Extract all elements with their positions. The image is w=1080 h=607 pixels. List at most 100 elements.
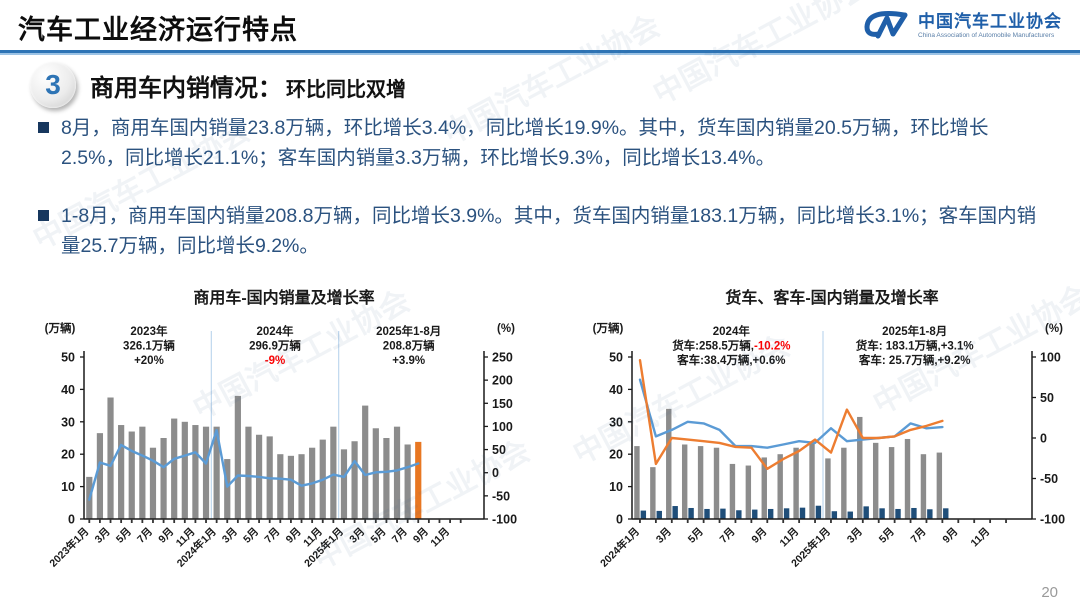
bar: [192, 425, 199, 519]
left-axis-tick-label: 10: [61, 480, 75, 494]
bar: [911, 507, 917, 519]
bar: [809, 442, 815, 519]
right-axis-tick-label: 200: [492, 374, 513, 388]
bar: [825, 458, 831, 519]
bar: [666, 408, 672, 519]
x-tick-label: 3月: [220, 526, 240, 546]
bar: [107, 397, 114, 519]
right-axis-tick-label: 50: [1040, 391, 1054, 405]
bar: [383, 438, 390, 519]
bar: [863, 506, 869, 519]
right-axis-tick-label: -50: [1040, 472, 1058, 486]
bar: [799, 507, 806, 519]
bar: [393, 426, 401, 519]
watermark-text: 中国汽车工业协会: [647, 0, 876, 111]
caam-logo-subtitle: China Association of Automobile Manufact…: [918, 31, 1055, 39]
bar: [847, 511, 853, 519]
header-divider: [0, 50, 1080, 55]
bar-series: [634, 408, 943, 519]
bar: [767, 508, 774, 519]
x-tick-label: 5月: [877, 526, 897, 546]
bar: [783, 508, 790, 519]
annotation-line: 326.1万辆: [123, 339, 175, 353]
right-axis-tick-label: 0: [492, 466, 499, 480]
growth-line: [638, 358, 944, 471]
bar: [831, 511, 838, 519]
bullet-text: 8月，商用车国内销量23.8万辆，环比增长3.4%，同比增长19.9%。其中，货…: [61, 117, 989, 170]
x-tick-label: 7月: [390, 526, 410, 546]
bar: [879, 508, 885, 519]
x-tick-label: 3月: [845, 526, 865, 546]
caam-logo-text: 中国汽车工业协会 China Association of Automobile…: [918, 12, 1062, 40]
caam-logo: 中国汽车工业协会 China Association of Automobile…: [858, 8, 1062, 44]
year-separator-lines: [210, 331, 340, 519]
x-tick-label: 5月: [114, 526, 134, 546]
chart-title: 商用车-国内销量及增长率: [193, 288, 374, 307]
page-number: 20: [1041, 584, 1058, 601]
left-axis-tick-label: 0: [68, 513, 75, 527]
bar: [330, 426, 337, 519]
annotation-line: 2024年: [256, 324, 294, 338]
right-axis-tick-label: -50: [492, 489, 510, 503]
bar: [936, 452, 943, 519]
page-title: 汽车工业经济运行特点: [18, 15, 298, 45]
bar-series: [86, 395, 422, 519]
x-tick-label: 5月: [241, 526, 261, 546]
caam-logo-mark-icon: [864, 11, 908, 39]
bullet-square-icon: [38, 210, 49, 221]
bar: [213, 426, 220, 519]
bar: [404, 444, 411, 519]
annotation-line: +3.9%: [392, 355, 425, 367]
section-title: 商用车内销情况：: [90, 74, 282, 102]
x-tick-label: 11月: [428, 526, 452, 550]
x-tick-label: 2023年1月: [47, 525, 92, 570]
bar: [202, 426, 210, 519]
right-axis-tick-label: 150: [492, 397, 513, 411]
annotation-line: -9%: [265, 355, 285, 367]
left-axis-tick-label: 50: [609, 351, 623, 365]
x-tick-label: 9月: [284, 526, 304, 546]
annotation-line: 296.9万辆: [249, 339, 301, 353]
bar: [943, 508, 949, 519]
bar: [777, 454, 783, 519]
bar: [681, 444, 688, 519]
left-axis-tick-label: 50: [61, 351, 75, 365]
x-tick-label: 3月: [93, 526, 113, 546]
bar: [815, 505, 822, 519]
annotation-line: 货车:258.5万辆,-10.2%: [671, 339, 790, 353]
x-tick-label: 9月: [940, 526, 960, 546]
bar: [672, 506, 678, 519]
left-axis-tick-label: 10: [609, 480, 623, 494]
bar: [920, 454, 927, 519]
bar: [704, 508, 710, 519]
right-axis-unit: (%): [1045, 323, 1063, 335]
x-tick-label: 9月: [749, 526, 769, 546]
left-axis-tick-label: 30: [609, 415, 623, 429]
bar: [752, 509, 758, 519]
axes: 0 10 20 30 40 50 -100 -50 0 50 100 150 200 250: [61, 351, 517, 527]
bar: [415, 441, 422, 519]
x-tick-label: 7月: [135, 526, 155, 546]
bar: [857, 416, 863, 519]
bar: [720, 508, 726, 519]
annotation-line: 208.8万辆: [383, 339, 435, 353]
bar: [171, 418, 178, 519]
x-tick-label: 5月: [368, 526, 388, 546]
x-tick-label: 3月: [347, 526, 367, 546]
annotation-line: 2024年: [713, 324, 751, 338]
bar: [351, 441, 358, 519]
bar: [656, 510, 662, 519]
bar: [118, 425, 125, 519]
annotation-line: 客车:38.4万辆,+0.6%: [676, 353, 785, 367]
bar: [895, 508, 901, 519]
bar: [224, 459, 231, 519]
bar: [245, 426, 252, 519]
right-axis-tick-label: 0: [1040, 432, 1047, 446]
bar: [181, 421, 188, 519]
x-tick-label: 11月: [968, 526, 992, 550]
annotation-line: +20%: [134, 355, 164, 367]
